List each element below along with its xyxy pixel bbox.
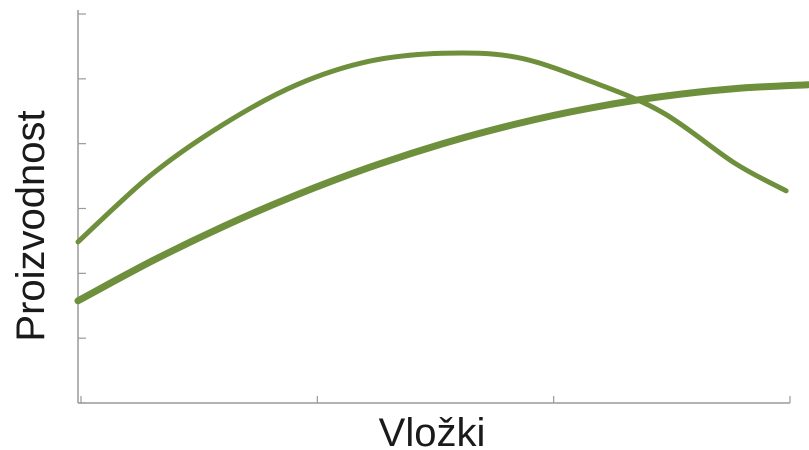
x-axis (78, 396, 791, 404)
series-line-2 (74, 81, 809, 305)
y-axis (77, 10, 86, 404)
series-line-1 (75, 50, 789, 245)
x-axis-ticks (80, 396, 791, 403)
x-axis-label: Vložki (379, 411, 486, 450)
series-group (74, 50, 809, 305)
y-axis-label: Proizvodnost (9, 110, 53, 341)
y-axis-ticks (78, 13, 86, 404)
